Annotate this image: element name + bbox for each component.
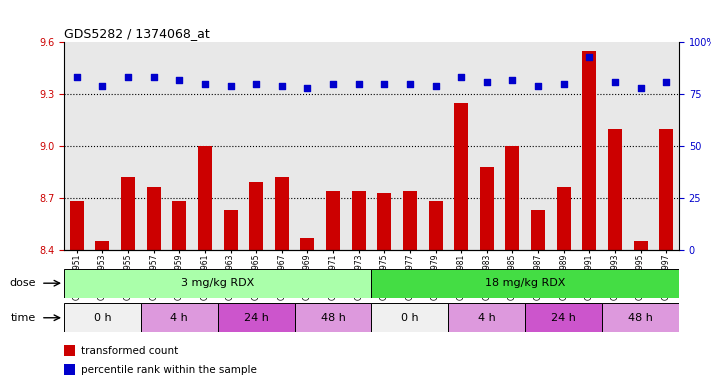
Point <box>584 54 595 60</box>
Bar <box>557 187 571 250</box>
Bar <box>146 187 161 250</box>
Bar <box>371 269 679 298</box>
Bar <box>582 51 597 250</box>
Point <box>405 81 416 87</box>
Text: dose: dose <box>9 278 36 288</box>
Bar <box>371 303 449 332</box>
Point <box>327 81 338 87</box>
Point <box>635 85 646 91</box>
Text: GDS5282 / 1374068_at: GDS5282 / 1374068_at <box>64 26 210 40</box>
Text: 18 mg/kg RDX: 18 mg/kg RDX <box>485 278 565 288</box>
Bar <box>454 103 469 250</box>
Text: 0 h: 0 h <box>94 313 111 323</box>
Bar <box>64 345 75 356</box>
Bar <box>634 241 648 250</box>
Bar <box>531 210 545 250</box>
Bar <box>506 146 520 250</box>
Bar <box>300 238 314 250</box>
Text: 3 mg/kg RDX: 3 mg/kg RDX <box>181 278 255 288</box>
Point <box>199 81 210 87</box>
Bar <box>64 269 371 298</box>
Point <box>661 79 672 85</box>
Text: 48 h: 48 h <box>628 313 653 323</box>
Point <box>353 81 364 87</box>
Point <box>558 81 570 87</box>
Bar <box>326 191 340 250</box>
Bar <box>294 303 371 332</box>
Bar <box>64 303 141 332</box>
Bar <box>449 303 525 332</box>
Point <box>71 74 82 81</box>
Bar <box>70 201 84 250</box>
Bar <box>659 129 673 250</box>
Text: 24 h: 24 h <box>551 313 576 323</box>
Bar <box>608 129 622 250</box>
Bar <box>141 303 218 332</box>
Bar <box>480 167 494 250</box>
Point <box>430 83 442 89</box>
Bar <box>223 210 237 250</box>
Point <box>225 83 236 89</box>
Bar <box>172 201 186 250</box>
Bar <box>429 201 443 250</box>
Bar <box>525 303 602 332</box>
Bar <box>403 191 417 250</box>
Point <box>250 81 262 87</box>
Text: percentile rank within the sample: percentile rank within the sample <box>81 365 257 375</box>
Bar <box>64 364 75 375</box>
Bar <box>121 177 135 250</box>
Text: 4 h: 4 h <box>171 313 188 323</box>
Bar <box>352 191 365 250</box>
Bar <box>95 241 109 250</box>
Point <box>97 83 108 89</box>
Bar <box>249 182 263 250</box>
Bar <box>218 303 294 332</box>
Point <box>276 83 287 89</box>
Point <box>122 74 134 81</box>
Text: 48 h: 48 h <box>321 313 346 323</box>
Point <box>507 76 518 83</box>
Bar <box>274 177 289 250</box>
Point <box>481 79 493 85</box>
Bar <box>378 193 391 250</box>
Bar <box>602 303 679 332</box>
Point <box>148 74 159 81</box>
Point <box>533 83 544 89</box>
Point <box>379 81 390 87</box>
Text: 4 h: 4 h <box>478 313 496 323</box>
Point <box>301 85 313 91</box>
Point <box>456 74 467 81</box>
Text: transformed count: transformed count <box>81 346 178 356</box>
Point <box>609 79 621 85</box>
Point <box>173 76 185 83</box>
Text: time: time <box>10 313 36 323</box>
Text: 24 h: 24 h <box>244 313 269 323</box>
Bar <box>198 146 212 250</box>
Text: 0 h: 0 h <box>401 313 419 323</box>
